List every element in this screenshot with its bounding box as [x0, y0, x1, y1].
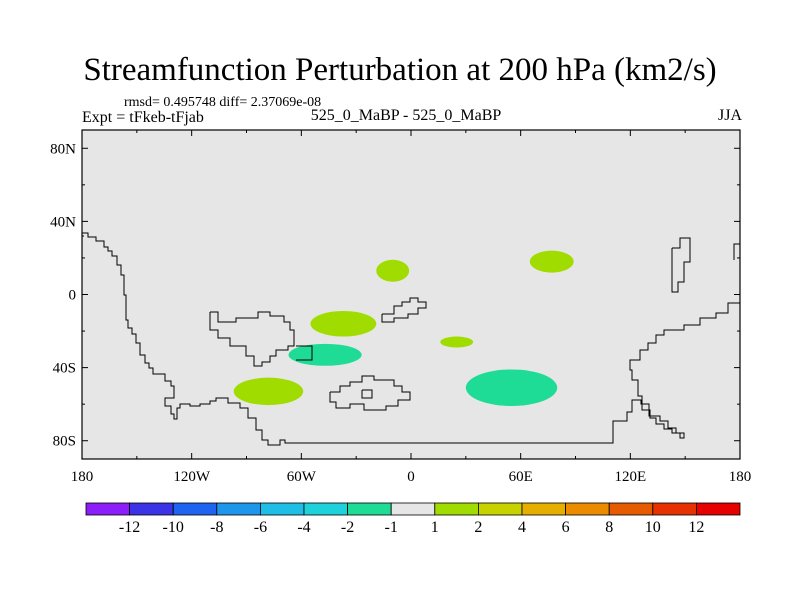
map-background — [82, 130, 740, 459]
colorbar-label: 12 — [688, 519, 704, 536]
colorbar-label: -1 — [385, 519, 398, 536]
colorbar-label: -6 — [254, 519, 267, 536]
x-axis: 180 120W 60W 0 60E 120E 180 — [71, 130, 752, 485]
colorbar-box — [565, 502, 610, 516]
colorbar-label: 8 — [605, 519, 613, 536]
experiment-label: Expt = tFkeb-tFjab — [82, 109, 204, 126]
colorbar-box — [652, 502, 697, 516]
perturbation-feature-5 — [465, 369, 558, 406]
x-tick-label: 180 — [729, 469, 752, 485]
perturbation-feature-1 — [529, 250, 574, 273]
y-tick-label: 40S — [53, 361, 76, 377]
y-tick-label: 80N — [50, 141, 76, 157]
colorbar-box — [434, 502, 479, 516]
perturbation-feature-4 — [288, 343, 362, 366]
colorbar-box — [129, 502, 174, 516]
perturbation-feature-6 — [233, 377, 304, 406]
colorbar-label: 1 — [431, 519, 439, 536]
colorbar-label: -8 — [210, 519, 223, 536]
colorbar-box — [172, 502, 218, 516]
colorbar-box — [390, 502, 436, 516]
perturbation-feature-3 — [440, 336, 474, 348]
perturbation-feature-2 — [310, 310, 377, 337]
chart-title: Streamfunction Perturbation at 200 hPa (… — [83, 52, 717, 88]
colorbar-label: 10 — [645, 519, 661, 536]
case-label: 525_0_MaBP - 525_0_MaBP — [310, 107, 502, 124]
colorbar-label: 6 — [562, 519, 570, 536]
x-tick-label: 120E — [614, 469, 646, 485]
rmsd-stats: rmsd= 0.495748 diff= 2.37069e-08 — [124, 95, 322, 110]
x-tick-label: 60E — [509, 469, 533, 485]
colorbar-box — [521, 502, 566, 516]
x-tick-label: 60W — [287, 469, 317, 485]
colorbar-box — [477, 502, 523, 516]
season-label: JJA — [717, 107, 742, 124]
colorbar-label: -12 — [119, 519, 140, 536]
y-tick-label: 80S — [53, 434, 76, 450]
colorbar-box — [259, 502, 305, 516]
y-tick-label: 40N — [50, 214, 76, 230]
colorbar-box — [216, 502, 261, 516]
colorbar-box — [608, 502, 654, 516]
colorbar-label: -2 — [341, 519, 354, 536]
y-tick-label: 0 — [69, 288, 77, 304]
x-tick-label: 180 — [71, 469, 94, 485]
colorbar-box — [347, 502, 392, 516]
colorbar: -12 -10 -8 -6 -4 -2 -1 1 2 4 6 8 10 12 — [85, 502, 741, 536]
colorbar-label: 2 — [474, 519, 482, 536]
colorbar-label: -4 — [297, 519, 310, 536]
colorbar-label: -10 — [163, 519, 184, 536]
x-tick-label: 120W — [173, 469, 211, 485]
colorbar-box — [696, 502, 741, 516]
colorbar-label: 4 — [518, 519, 526, 536]
y-axis: 80N 40N 0 40S 80S — [50, 141, 740, 450]
colorbar-box — [85, 502, 130, 516]
colorbar-box — [303, 502, 348, 516]
perturbation-feature-0 — [376, 259, 410, 282]
coastlines — [82, 232, 740, 446]
x-tick-label: 0 — [407, 469, 415, 485]
